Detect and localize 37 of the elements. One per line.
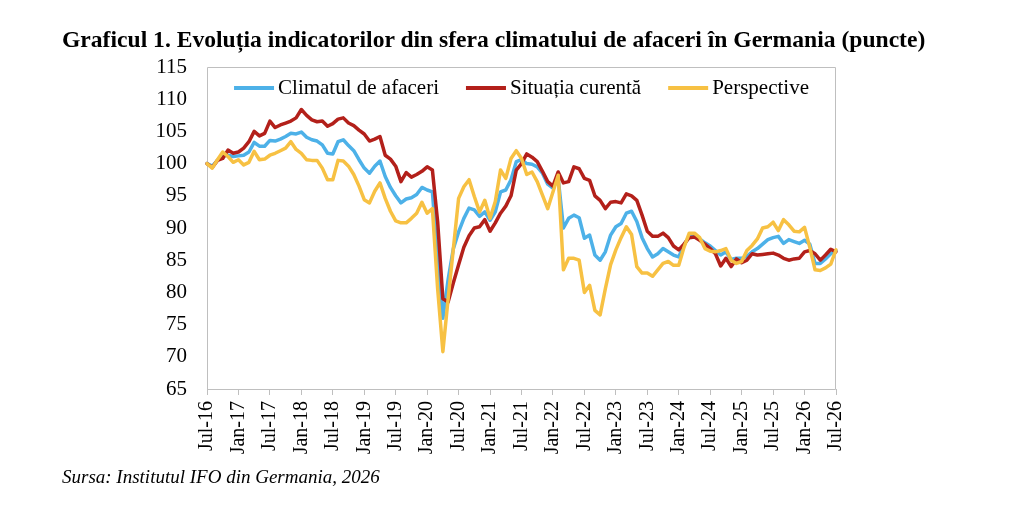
legend-label: Situația curentă [509, 74, 642, 99]
x-tick-label: Jul-22 [571, 401, 594, 451]
x-tick-label: Jan-23 [603, 401, 626, 455]
x-tick-label: Jan-17 [225, 401, 248, 455]
y-tick-label: 115 [156, 53, 187, 78]
x-tick-label: Jul-20 [445, 401, 468, 451]
y-tick-label: 75 [166, 311, 187, 336]
y-tick-label: 70 [166, 343, 187, 368]
x-tick-label: Jan-19 [351, 401, 374, 455]
x-tick-label: Jan-24 [666, 401, 688, 455]
y-tick-label: 80 [166, 278, 187, 303]
x-tick-label: Jul-17 [257, 401, 280, 451]
x-tick-label: Jul-25 [760, 401, 783, 451]
chart-title: Graficul 1. Evoluția indicatorilor din sfera climatului de afaceri în Germania (puncte) [62, 25, 926, 53]
x-tick-label: Jul-16 [194, 401, 217, 451]
x-tick-label: Jul-24 [697, 401, 720, 451]
y-tick-label: 85 [166, 246, 187, 271]
legend-label: Perspective [712, 74, 809, 99]
y-tick-label: 100 [155, 150, 187, 175]
x-tick-label: Jan-26 [791, 401, 814, 455]
y-tick-label: 95 [166, 182, 187, 207]
x-tick-label: Jan-22 [540, 401, 563, 455]
y-tick-label: 90 [166, 214, 187, 239]
x-tick-label: Jul-23 [634, 401, 657, 451]
legend-label: Climatul de afaceri [278, 74, 440, 99]
x-tick-label: Jan-21 [477, 401, 500, 455]
text: Sursa: Institutul IFO din Germania, 2026 [62, 466, 380, 488]
x-tick-label: Jan-20 [414, 401, 437, 455]
y-tick-label: 105 [155, 117, 187, 142]
x-tick-label: Jan-25 [728, 401, 751, 455]
x-tick-label: Jul-19 [382, 401, 405, 451]
x-tick-label: Jan-18 [288, 401, 311, 455]
y-tick-label: 65 [166, 375, 187, 400]
x-tick-label: Jul-26 [823, 401, 846, 451]
x-tick-label: Jul-18 [320, 401, 343, 451]
y-tick-label: 110 [156, 85, 187, 110]
x-tick-label: Jul-21 [508, 401, 531, 451]
